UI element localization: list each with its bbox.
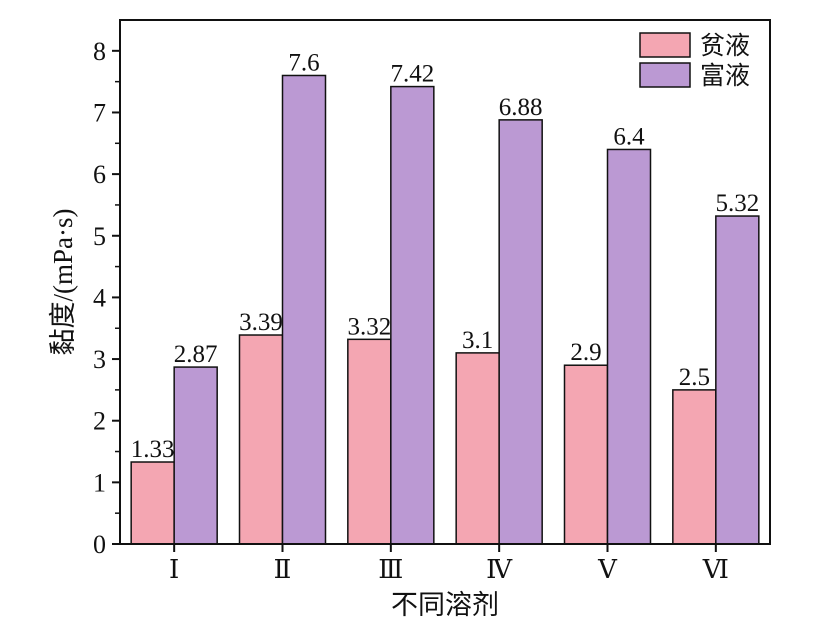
y-axis-title: 黏度/(mPa·s) — [48, 209, 78, 356]
y-tick-label: 6 — [93, 160, 106, 189]
data-label-series-1-cat-3: 3.32 — [347, 313, 391, 340]
legend-swatch-series-1 — [639, 32, 691, 58]
bar-series-2-cat-3 — [390, 85, 435, 545]
bar-series-1-cat-4 — [455, 352, 500, 545]
data-labels-layer: 1.33 2.87 3.39 7.6 3.32 7.42 3.1 6.88 2.9 6.4 2.5 5… — [131, 49, 759, 463]
data-label-series-2-cat-2: 7.6 — [288, 49, 319, 76]
y-tick-label: 4 — [93, 283, 106, 312]
x-tick-label: Ⅱ — [274, 555, 292, 584]
y-tick-label: 2 — [93, 407, 106, 436]
x-tick-label: Ⅴ — [597, 555, 618, 584]
legend-swatch-series-2 — [639, 62, 691, 88]
bar-series-1-cat-2 — [238, 334, 284, 545]
data-label-series-1-cat-6: 2.5 — [679, 364, 710, 391]
data-label-series-1-cat-4: 3.1 — [462, 327, 493, 354]
y-tick-label: 5 — [93, 222, 106, 251]
legend-label-series-1: 贫液 — [700, 32, 750, 60]
data-label-series-2-cat-4: 6.88 — [499, 94, 543, 121]
bar-series-2-cat-1 — [173, 366, 218, 545]
y-tick-label: 0 — [93, 530, 106, 559]
x-tick-label: Ⅲ — [378, 555, 403, 584]
data-label-series-2-cat-5: 6.4 — [613, 123, 645, 150]
data-label-series-2-cat-6: 5.32 — [715, 190, 759, 217]
data-label-series-1-cat-1: 1.33 — [131, 436, 175, 463]
bar-series-2-cat-4 — [498, 119, 543, 545]
x-tick-label: Ⅳ — [486, 555, 513, 584]
axis-layer: Ⅰ Ⅱ Ⅲ Ⅳ Ⅴ Ⅵ 0 1 2 3 4 5 6 7 8 — [93, 37, 729, 584]
plot-frame — [119, 19, 771, 545]
x-tick-label: Ⅰ — [169, 555, 179, 584]
x-tick-label: Ⅵ — [702, 555, 729, 584]
y-tick-label: 1 — [93, 468, 106, 497]
y-tick-label: 3 — [93, 345, 106, 374]
bars-layer — [130, 74, 760, 545]
bar-series-2-cat-5 — [606, 148, 652, 545]
data-label-series-2-cat-1: 2.87 — [174, 341, 218, 368]
data-label-series-2-cat-3: 7.42 — [390, 61, 434, 88]
legend: 贫液 富液 — [639, 32, 750, 90]
y-tick-label: 8 — [93, 37, 106, 66]
x-axis-title: 不同溶剂 — [391, 590, 499, 620]
bar-series-2-cat-6 — [715, 215, 760, 545]
bar-series-2-cat-2 — [281, 74, 327, 545]
data-label-series-1-cat-2: 3.39 — [239, 309, 283, 336]
bar-series-1-cat-5 — [563, 364, 609, 545]
legend-label-series-2: 富液 — [700, 62, 750, 90]
bar-series-1-cat-6 — [672, 389, 717, 545]
bar-series-1-cat-3 — [347, 338, 392, 545]
bar-series-1-cat-1 — [130, 461, 175, 545]
data-label-series-1-cat-5: 2.9 — [570, 339, 601, 366]
y-tick-label: 7 — [93, 98, 106, 127]
